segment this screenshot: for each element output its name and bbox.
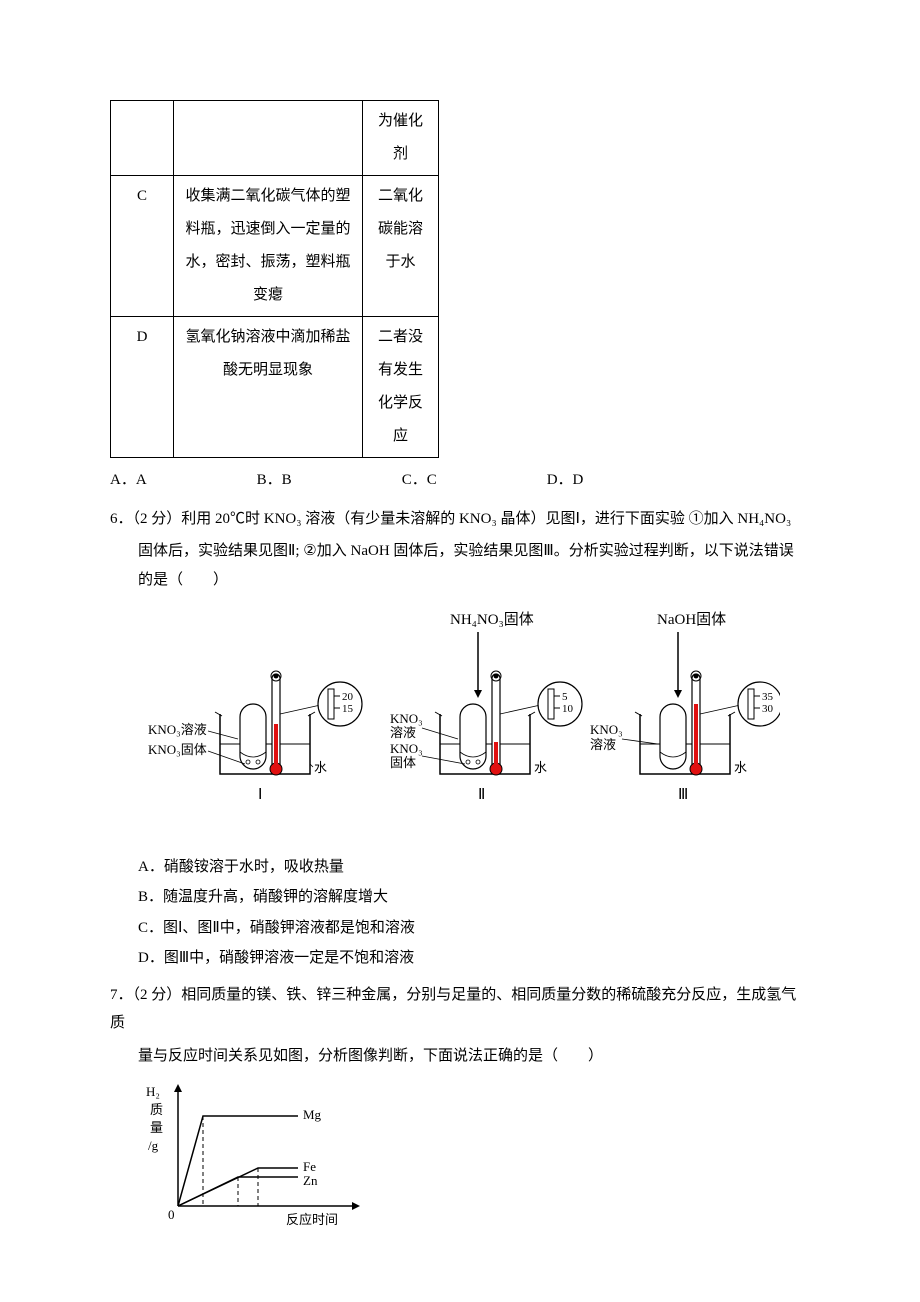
table-cell-label-0 [111, 101, 174, 176]
table-cell-con-0: 为催化剂 [363, 101, 439, 176]
label-kno3-solid-1: KNO₃固体 [148, 742, 207, 757]
table-cell-exp-0 [174, 101, 363, 176]
q5-options: A．A B．B C．C D．D [110, 466, 810, 495]
label-nh4no3: NH₄NO₃固体 [450, 611, 534, 628]
therm-top-2: 5 [562, 691, 568, 703]
thermometer-icon [270, 671, 282, 775]
test-tube-icon [660, 704, 686, 769]
q7-graph: H₂ 质 量 /g 0 反应时间 Mg Fe Zn [138, 1076, 810, 1242]
ylabel-2: 量 [150, 1120, 163, 1135]
label-water-1: 水 [314, 760, 327, 775]
label-kno3-2d: 固体 [390, 755, 416, 770]
label-kno3-2a: KNO₃ [390, 711, 423, 726]
setup-2: NH₄NO₃固体 [390, 611, 582, 803]
experiment-table: 为催化剂 C 收集满二氧化碳气体的塑料瓶，迅速倒入一定量的水，密封、振荡，塑料瓶… [110, 100, 439, 458]
test-tube-icon [460, 704, 486, 769]
therm-bot-1: 15 [342, 703, 354, 715]
q6-answer-c: C．图Ⅰ、图Ⅱ中，硝酸钾溶液都是饱和溶液 [138, 914, 810, 943]
label-kno3-3a: KNO₃ [590, 722, 623, 737]
q5-option-a: A．A [110, 466, 147, 495]
label-naoh: NaOH固体 [657, 611, 726, 628]
magnifier-icon: 35 30 [700, 682, 780, 726]
therm-bot-3: 30 [762, 703, 774, 715]
label-kno3-2c: KNO₃ [390, 741, 423, 756]
zn-label: Zn [303, 1173, 318, 1188]
q5-option-b: B．B [257, 466, 292, 495]
fe-label: Fe [303, 1159, 316, 1174]
table-cell-con-2: 二者没有发生化学反应 [363, 317, 439, 458]
setup-3: NaOH固体 [590, 611, 780, 803]
numeral-2: Ⅱ [478, 787, 485, 803]
h2-graph-svg: H₂ 质 量 /g 0 反应时间 Mg Fe Zn [138, 1076, 378, 1231]
magnifier-icon: 5 10 [500, 682, 582, 726]
label-kno3-3b: 溶液 [590, 737, 616, 752]
q6-head: 6．（2 分）利用 20℃时 KNO₃ 溶液（有少量未溶解的 KNO₃ 晶体）见… [110, 505, 810, 534]
table-cell-label-1: C [111, 176, 174, 317]
q5-option-c: C．C [402, 466, 437, 495]
q6-diagram: 20 15 KNO₃溶液 KNO₃固体 水 Ⅰ NH₄NO₃固体 [110, 604, 810, 835]
numeral-3: Ⅲ [678, 787, 688, 803]
therm-top-1: 20 [342, 691, 354, 703]
q5-option-d: D．D [547, 466, 584, 495]
label-kno3-2b: 溶液 [390, 725, 416, 740]
mg-label: Mg [303, 1107, 322, 1122]
beaker-diagram-svg: 20 15 KNO₃溶液 KNO₃固体 水 Ⅰ NH₄NO₃固体 [140, 604, 780, 824]
thermometer-icon [490, 671, 502, 775]
therm-bot-2: 10 [562, 703, 574, 715]
ylabel-1: 质 [150, 1102, 163, 1117]
test-tube-icon [240, 704, 266, 769]
numeral-1: Ⅰ [258, 787, 262, 803]
label-water-3: 水 [734, 760, 747, 775]
therm-top-3: 35 [762, 691, 774, 703]
origin-label: 0 [168, 1207, 175, 1222]
ylabel-0: H₂ [146, 1084, 160, 1099]
q6-answer-b: B．随温度升高，硝酸钾的溶解度增大 [138, 883, 810, 912]
y-arrow-icon [174, 1084, 182, 1092]
table-cell-label-2: D [111, 317, 174, 458]
label-water-2: 水 [534, 760, 547, 775]
thermometer-icon [690, 671, 702, 775]
q6-answer-a: A．硝酸铵溶于水时，吸收热量 [138, 853, 810, 882]
setup-1: 20 15 KNO₃溶液 KNO₃固体 水 Ⅰ [148, 671, 362, 803]
q7-head: 7．（2 分）相同质量的镁、铁、锌三种金属，分别与足量的、相同质量分数的稀硫酸充… [110, 981, 810, 1038]
table-cell-exp-1: 收集满二氧化碳气体的塑料瓶，迅速倒入一定量的水，密封、振荡，塑料瓶变瘪 [174, 176, 363, 317]
q7-body1: 量与反应时间关系见如图，分析图像判断，下面说法正确的是（ ） [138, 1042, 810, 1071]
x-arrow-icon [352, 1202, 360, 1210]
xlabel: 反应时间 [286, 1212, 338, 1227]
q6-answers: A．硝酸铵溶于水时，吸收热量 B．随温度升高，硝酸钾的溶解度增大 C．图Ⅰ、图Ⅱ… [138, 853, 810, 973]
table-cell-con-1: 二氧化碳能溶于水 [363, 176, 439, 317]
magnifier-icon: 20 15 [280, 682, 362, 726]
q6-body1: 固体后，实验结果见图Ⅱ; ②加入 NaOH 固体后，实验结果见图Ⅲ。分析实验过程… [138, 537, 810, 566]
ylabel-3: /g [148, 1138, 159, 1153]
q6-answer-d: D．图Ⅲ中，硝酸钾溶液一定是不饱和溶液 [138, 944, 810, 973]
label-kno3-sol-1: KNO₃溶液 [148, 722, 207, 737]
table-cell-exp-2: 氢氧化钠溶液中滴加稀盐酸无明显现象 [174, 317, 363, 458]
q6-body2: 的是（ ） [138, 566, 810, 595]
